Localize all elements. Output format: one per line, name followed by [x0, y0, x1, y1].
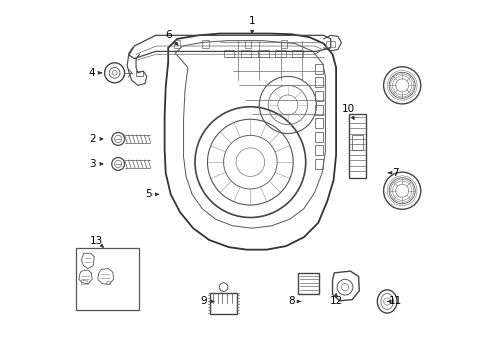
Bar: [136, 71, 143, 76]
Bar: [315, 77, 322, 87]
Text: 5: 5: [145, 189, 152, 199]
Bar: [292, 50, 303, 57]
Text: 12: 12: [329, 296, 343, 306]
Bar: [281, 40, 287, 48]
Text: 10: 10: [342, 104, 355, 113]
Text: 7: 7: [392, 168, 398, 178]
Text: 8: 8: [288, 296, 295, 306]
Bar: [326, 41, 335, 47]
Bar: [223, 50, 234, 57]
Text: 2: 2: [89, 134, 96, 144]
Bar: [315, 132, 322, 142]
Text: 1: 1: [249, 16, 255, 26]
Bar: [258, 50, 269, 57]
Bar: [315, 118, 322, 128]
Text: 4: 4: [89, 68, 96, 78]
Bar: [202, 40, 209, 48]
Text: 3: 3: [89, 159, 96, 169]
Bar: [76, 248, 139, 310]
Text: 13: 13: [90, 236, 103, 246]
Bar: [173, 40, 180, 48]
Text: 11: 11: [389, 296, 402, 306]
Bar: [348, 114, 367, 178]
Bar: [315, 64, 322, 74]
Text: 9: 9: [200, 296, 207, 306]
Bar: [298, 273, 319, 294]
Text: 6: 6: [165, 30, 172, 40]
Bar: [106, 281, 110, 284]
Bar: [241, 50, 251, 57]
Bar: [352, 135, 363, 150]
Bar: [210, 293, 237, 314]
Bar: [315, 145, 322, 156]
Bar: [245, 40, 251, 48]
Bar: [275, 50, 286, 57]
Bar: [315, 105, 322, 114]
Bar: [315, 91, 322, 101]
Bar: [315, 159, 322, 169]
Bar: [81, 280, 87, 284]
